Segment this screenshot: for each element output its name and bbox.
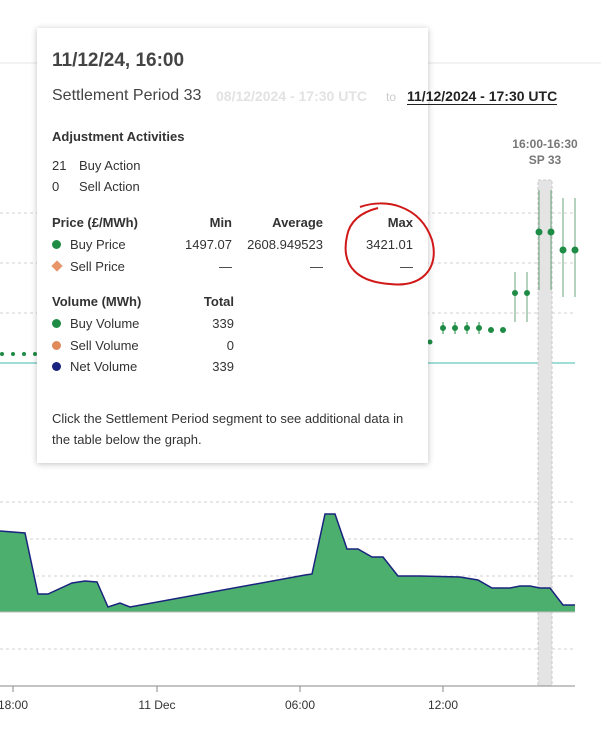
column-header: Price (£/MWh) <box>52 215 138 230</box>
legend-dot <box>52 362 61 371</box>
cell: 3421.01 <box>366 237 413 252</box>
tooltip-note: Click the Settlement Period segment to s… <box>52 411 404 447</box>
row-label: Sell Price <box>70 259 125 274</box>
count: 21 <box>52 158 67 173</box>
range-joiner: to <box>386 90 397 104</box>
row-label: Buy Price <box>70 237 126 252</box>
cell: 339 <box>212 316 234 331</box>
highlight-period: SP 33 <box>529 153 562 167</box>
x-labels: 18:00 11 Dec 06:00 12:00 <box>0 698 458 712</box>
range-from: 08/12/2024 - 17:30 UTC <box>216 88 367 104</box>
x-tick-label: 11 Dec <box>138 698 175 712</box>
cell: 339 <box>212 359 234 374</box>
row-label: Sell Volume <box>70 338 139 353</box>
column-header: Average <box>272 215 323 230</box>
row-label: Net Volume <box>70 359 138 374</box>
x-tick-label: 06:00 <box>285 698 315 712</box>
cell: — <box>310 259 323 274</box>
label: Sell Action <box>79 179 140 194</box>
cell: 1497.07 <box>185 237 232 252</box>
volume-area <box>0 514 575 612</box>
highlight-time: 16:00-16:30 <box>512 137 578 151</box>
legend-diamond <box>51 260 63 272</box>
cell: 0 <box>226 338 234 353</box>
range-to: 11/12/2024 - 17:30 UTC <box>407 88 558 105</box>
cell: — <box>400 259 413 274</box>
column-header: Volume (MWh) <box>52 294 142 309</box>
label: Buy Action <box>79 158 141 173</box>
tooltip-subtitle: Settlement Period 33 <box>52 87 202 104</box>
legend-dot <box>52 341 61 350</box>
column-header: Total <box>203 294 234 309</box>
column-header: Max <box>387 215 413 230</box>
legend-dot <box>52 240 61 249</box>
cell: — <box>219 259 232 274</box>
volume-line <box>0 513 575 608</box>
count: 0 <box>52 179 60 194</box>
legend-dot <box>52 319 61 328</box>
price-ranges <box>440 190 579 334</box>
cell: 2608.949523 <box>247 237 323 252</box>
tooltip-title: 11/12/24, 16:00 <box>52 50 185 71</box>
x-ticks <box>12 686 444 692</box>
row-label: Buy Volume <box>70 316 140 331</box>
section-heading: Adjustment Activities <box>52 129 185 144</box>
column-header: Min <box>209 215 232 230</box>
x-tick-label: 12:00 <box>428 698 458 712</box>
x-tick-label: 18:00 <box>0 698 28 712</box>
